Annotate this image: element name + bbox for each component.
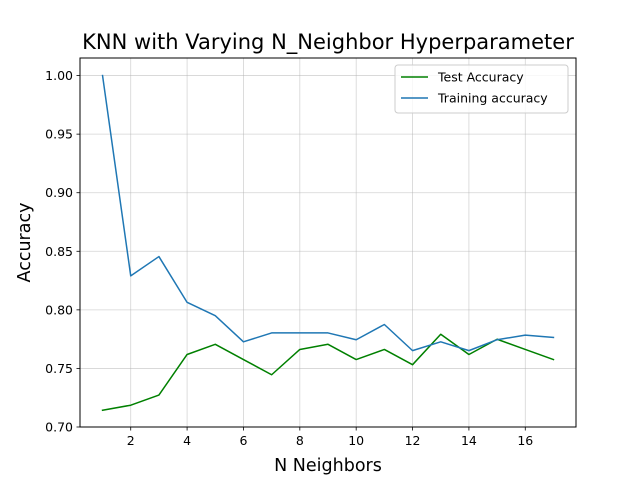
x-tick-label: 12 [405, 433, 421, 448]
x-tick-label: 2 [127, 433, 135, 448]
legend-label-1: Training accuracy [437, 91, 548, 106]
y-axis-label: Accuracy [15, 203, 35, 283]
y-tick-label: 1.00 [45, 68, 73, 83]
y-tick-label: 0.85 [45, 244, 73, 259]
x-tick-label: 8 [296, 433, 304, 448]
x-tick-label: 4 [183, 433, 191, 448]
x-tick-label: 14 [461, 433, 477, 448]
x-tick-label: 10 [348, 433, 364, 448]
legend-label-0: Test Accuracy [437, 70, 524, 85]
y-tick-label: 0.90 [45, 185, 73, 200]
x-tick-label: 6 [239, 433, 247, 448]
y-tick-label: 0.95 [45, 127, 73, 142]
y-tick-label: 0.75 [45, 361, 73, 376]
x-axis-label: N Neighbors [274, 456, 382, 476]
legend: Test Accuracy Training accuracy [395, 65, 568, 113]
chart-title: KNN with Varying N_Neighbor Hyperparamet… [82, 30, 574, 55]
y-tick-label: 0.80 [45, 302, 73, 317]
y-tick-label: 0.70 [45, 420, 73, 435]
x-tick-label: 16 [517, 433, 533, 448]
